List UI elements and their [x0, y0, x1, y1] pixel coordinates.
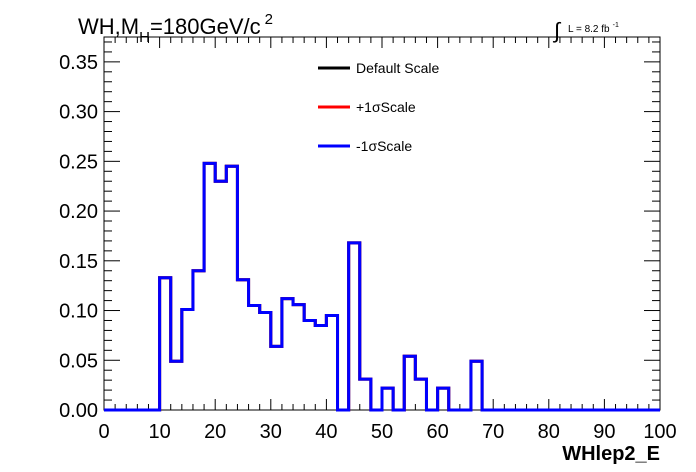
series-line-3: [104, 161, 660, 412]
x-tick-label: 90: [593, 421, 615, 443]
y-tick-label: 0.05: [59, 350, 98, 372]
x-tick-label: 50: [371, 421, 393, 443]
luminosity-label: L = 8.2 fb -1: [568, 22, 619, 35]
y-tick-label: 0.30: [59, 102, 98, 124]
legend-label-3: -1σScale: [356, 138, 412, 154]
y-tick-label: 0.35: [59, 52, 98, 74]
series-line-1: [104, 161, 660, 412]
x-tick-label: 80: [538, 421, 560, 443]
series-layer: [104, 161, 660, 412]
legend: Default Scale +1σScale -1σScale: [318, 60, 439, 154]
chart-title: WH,MH=180GeV/c 2: [78, 11, 273, 46]
x-tick-label: 60: [426, 421, 448, 443]
title-superscript: 2: [265, 11, 273, 28]
x-tick-label: 20: [204, 421, 226, 443]
axes: 0 10 20 30 40 50 60 70 80 90 100 0.00 0.05 0.10 0.15 0.…: [59, 37, 677, 443]
legend-label-1: Default Scale: [356, 60, 439, 76]
plot-frame: [103, 36, 661, 411]
y-tick-label: 0.10: [59, 301, 98, 323]
x-tick-label: 40: [315, 421, 337, 443]
luminosity-superscript: -1: [613, 22, 619, 29]
legend-label-2: +1σScale: [356, 99, 416, 115]
x-tick-label: 0: [98, 421, 109, 443]
x-tick-label: 10: [148, 421, 170, 443]
title-main: WH,M: [78, 14, 139, 39]
x-tick-label: 70: [482, 421, 504, 443]
y-tick-label: 0.25: [59, 151, 98, 173]
series-line-2: [104, 161, 660, 412]
x-tick-label: 100: [643, 421, 676, 443]
y-tick-label: 0.20: [59, 201, 98, 223]
luminosity-text: L = 8.2 fb: [568, 24, 610, 35]
x-axis-label: WHlep2_E: [562, 443, 660, 465]
title-rest: =180GeV/c: [150, 14, 261, 39]
y-tick-label: 0.15: [59, 251, 98, 273]
x-tick-label: 30: [260, 421, 282, 443]
y-tick-label: 0.00: [59, 400, 98, 422]
luminosity-integral: ∫: [552, 18, 562, 43]
